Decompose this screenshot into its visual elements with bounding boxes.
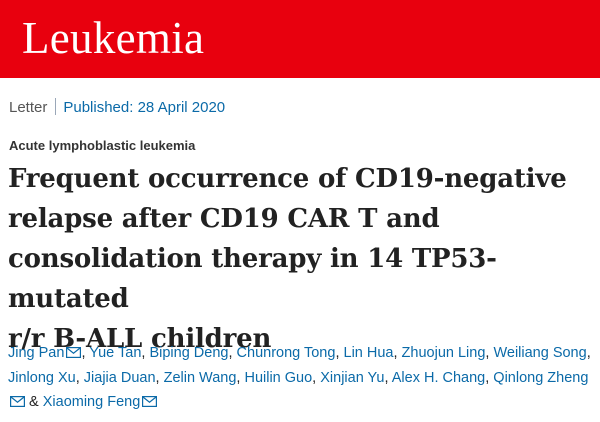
author-link[interactable]: Zelin Wang (163, 369, 237, 386)
subject-label[interactable]: Acute lymphoblastic leukemia (9, 138, 196, 153)
published-date: Published: 28 April 2020 (63, 99, 226, 116)
author-link[interactable]: Jiajia Duan (83, 369, 156, 386)
article-title: Frequent occurrence of CD19-negative rel… (8, 159, 598, 359)
author-separator: , (393, 345, 398, 361)
author-link[interactable]: Huilin Guo (244, 369, 313, 386)
article-title-line: Frequent occurrence of CD19-negative (8, 164, 567, 194)
author-link[interactable]: Lin Hua (343, 345, 394, 361)
author-separator: , (141, 345, 146, 361)
author-link[interactable]: Zhuojun Ling (401, 345, 486, 361)
author-link[interactable]: Alex H. Chang (391, 369, 486, 386)
author-separator: , (155, 369, 160, 386)
author-separator: , (384, 369, 389, 386)
journal-banner: Leukemia (0, 0, 600, 78)
author-link[interactable]: Weiliang Song (493, 345, 587, 361)
author-separator: , (586, 345, 591, 361)
author-separator: , (228, 345, 233, 361)
author-separator: , (81, 345, 86, 361)
author-separator: , (75, 369, 80, 386)
journal-title[interactable]: Leukemia (22, 13, 205, 63)
author-separator: , (236, 369, 241, 386)
author-link[interactable]: Jinlong Xu (8, 369, 76, 386)
author-link[interactable]: Xinjian Yu (320, 369, 385, 386)
author-link[interactable]: Biping Deng (149, 345, 229, 361)
email-icon[interactable] (10, 396, 25, 407)
author-separator: , (335, 345, 340, 361)
author-link[interactable]: Yue Tan (89, 345, 142, 361)
article-type: Letter (9, 99, 48, 116)
article-title-line: relapse after CD19 CAR T and (8, 204, 440, 234)
article-meta: Letter Published: 28 April 2020 (9, 98, 225, 118)
author-separator: , (312, 369, 317, 386)
author-conjunction: & (29, 394, 39, 410)
article-title-line: r/r B-ALL children (8, 324, 272, 354)
author-list: Jing Pan, Yue Tan, Biping Deng, Chunrong… (8, 341, 600, 415)
meta-divider (55, 98, 57, 115)
email-icon[interactable] (66, 347, 82, 358)
author-link[interactable]: Jing Pan (8, 345, 65, 361)
author-link[interactable]: Qinlong Zheng (493, 369, 589, 386)
email-icon[interactable] (142, 396, 158, 407)
article-title-line: consolidation therapy in 14 TP53-mutated (8, 244, 497, 314)
author-link[interactable]: Chunrong Tong (236, 345, 336, 361)
author-separator: , (485, 345, 490, 361)
author-separator: , (485, 369, 490, 386)
author-link[interactable]: Xiaoming Feng (42, 394, 141, 410)
